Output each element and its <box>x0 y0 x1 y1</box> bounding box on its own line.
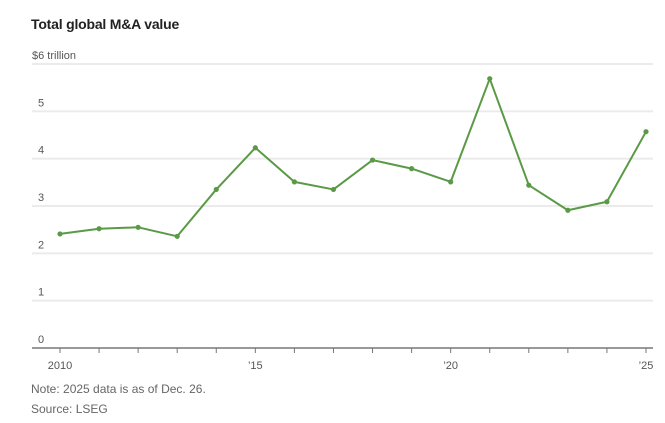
chart-note: Note: 2025 data is as of Dec. 26. <box>31 382 206 396</box>
chart-title: Total global M&A value <box>31 16 180 32</box>
data-point <box>213 186 219 193</box>
data-point <box>57 231 63 237</box>
chart-source: Source: LSEG <box>31 402 108 416</box>
y-tick-label: 4 <box>38 145 44 157</box>
y-tick-label: 0 <box>38 334 44 346</box>
data-point <box>291 179 297 185</box>
x-tick-label: ’20 <box>443 360 458 372</box>
y-tick-label: 3 <box>38 192 44 204</box>
data-point <box>526 182 532 188</box>
data-point <box>369 157 376 163</box>
data-point <box>487 76 493 82</box>
data-point <box>565 207 571 213</box>
data-point <box>252 145 258 151</box>
y-tick-label: 1 <box>38 287 44 299</box>
series-line <box>59 77 647 238</box>
data-point <box>174 233 180 239</box>
data-point <box>409 166 415 172</box>
x-tick-label: ’15 <box>248 360 263 372</box>
y-tick-label: 2 <box>38 239 44 251</box>
data-point <box>604 199 610 205</box>
data-point <box>643 129 649 135</box>
data-point <box>135 224 141 230</box>
y-tick-label: $6 trillion <box>32 50 76 62</box>
x-tick-label: 2010 <box>48 360 72 372</box>
data-point <box>448 179 454 185</box>
data-point <box>330 186 337 193</box>
data-point <box>96 226 102 232</box>
y-tick-label: 5 <box>38 97 44 109</box>
x-tick-label: ’25 <box>639 360 654 372</box>
